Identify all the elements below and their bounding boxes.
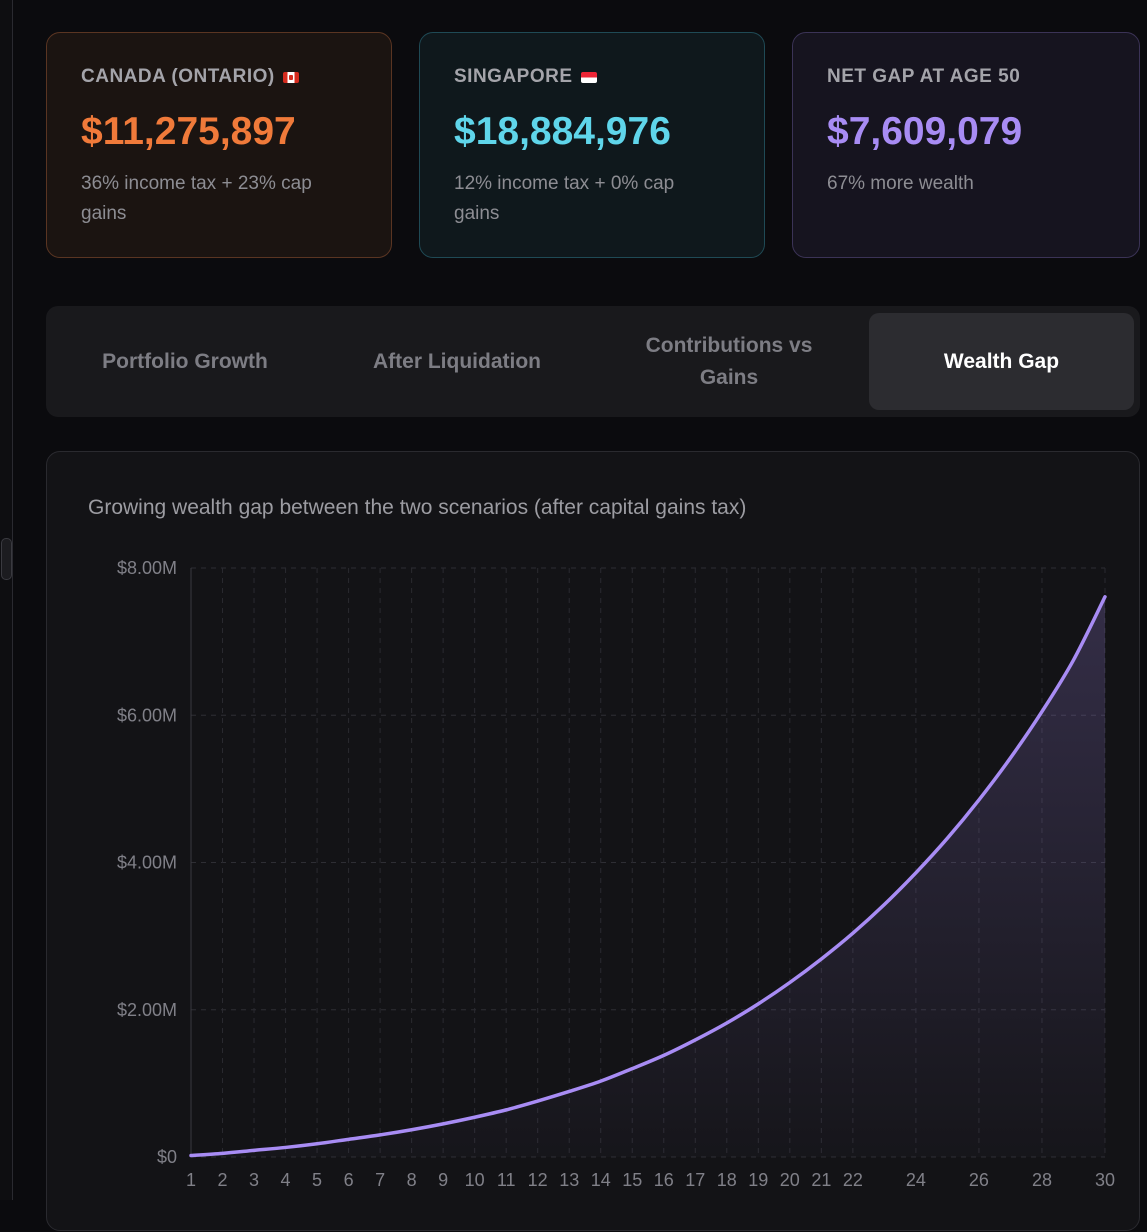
y-tick-label: $4.00M (117, 853, 177, 873)
x-tick-label: 16 (654, 1170, 674, 1190)
y-tick-label: $2.00M (117, 1000, 177, 1020)
x-tick-label: 17 (685, 1170, 705, 1190)
card-title: SINGAPORE (454, 65, 730, 89)
card-amount: $11,275,897 (81, 110, 296, 153)
x-tick-label: 9 (438, 1170, 448, 1190)
card-title: NET GAP AT AGE 50 (827, 65, 1105, 89)
wealth-gap-line (189, 595, 1107, 1158)
left-rail (0, 0, 13, 1200)
card-amount: $18,884,976 (454, 110, 671, 153)
tab-contributions-vs-gains[interactable]: Contributions vs Gains (598, 313, 860, 410)
tab-label: Contributions vs Gains (645, 333, 813, 389)
card-title-text: CANADA (ONTARIO) (81, 66, 275, 87)
x-tick-label: 6 (344, 1170, 354, 1190)
chart-panel: Growing wealth gap between the two scena… (46, 451, 1140, 1231)
x-tick-label: 24 (906, 1170, 926, 1190)
card-description: 67% more wealth (827, 173, 974, 194)
card-description: 36% income tax + 23% cap gains (81, 173, 312, 224)
x-tick-label: 1 (186, 1170, 196, 1190)
tab-wealth-gap[interactable]: Wealth Gap (869, 313, 1134, 410)
y-tick-label: $6.00M (117, 705, 177, 725)
x-tick-label: 3 (249, 1170, 259, 1190)
y-tick-label: $0 (157, 1147, 177, 1167)
x-tick-label: 7 (375, 1170, 385, 1190)
x-tick-label: 22 (843, 1170, 863, 1190)
x-tick-label: 19 (748, 1170, 768, 1190)
x-tick-label: 12 (528, 1170, 548, 1190)
card-title: CANADA (ONTARIO) (81, 65, 357, 89)
x-tick-label: 5 (312, 1170, 322, 1190)
x-tick-label: 2 (218, 1170, 228, 1190)
x-tick-label: 4 (281, 1170, 291, 1190)
singapore-flag-icon (580, 71, 597, 83)
singapore-card: SINGAPORE $18,884,976 12% income tax + 0… (419, 32, 765, 258)
tab-portfolio-growth[interactable]: Portfolio Growth (102, 349, 268, 373)
x-tick-label: 18 (717, 1170, 737, 1190)
wealth-gap-area (191, 596, 1105, 1157)
x-tick-label: 8 (407, 1170, 417, 1190)
resize-handle[interactable] (1, 538, 12, 580)
chart-caption: Growing wealth gap between the two scena… (88, 496, 747, 519)
card-title-text: NET GAP AT AGE 50 (827, 66, 1021, 87)
x-tick-label: 30 (1095, 1170, 1115, 1190)
canada-card: CANADA (ONTARIO) $11,275,897 36% income … (46, 32, 392, 258)
x-tick-label: 26 (969, 1170, 989, 1190)
x-tick-label: 15 (622, 1170, 642, 1190)
card-title-text: SINGAPORE (454, 66, 573, 87)
x-tick-label: 28 (1032, 1170, 1052, 1190)
tab-after-liquidation[interactable]: After Liquidation (373, 349, 541, 373)
card-description: 12% income tax + 0% cap gains (454, 173, 675, 224)
x-tick-label: 21 (811, 1170, 831, 1190)
canada-flag-icon (282, 71, 299, 83)
x-tick-label: 20 (780, 1170, 800, 1190)
card-amount: $7,609,079 (827, 110, 1023, 153)
x-tick-label: 14 (591, 1170, 611, 1190)
net-gap-card: NET GAP AT AGE 50 $7,609,079 67% more we… (792, 32, 1140, 258)
x-tick-label: 13 (559, 1170, 579, 1190)
x-tick-label: 11 (497, 1170, 516, 1190)
x-tick-label: 10 (465, 1170, 485, 1190)
chart-tabs: Portfolio Growth After Liquidation Contr… (46, 306, 1140, 417)
y-tick-label: $8.00M (117, 558, 177, 578)
